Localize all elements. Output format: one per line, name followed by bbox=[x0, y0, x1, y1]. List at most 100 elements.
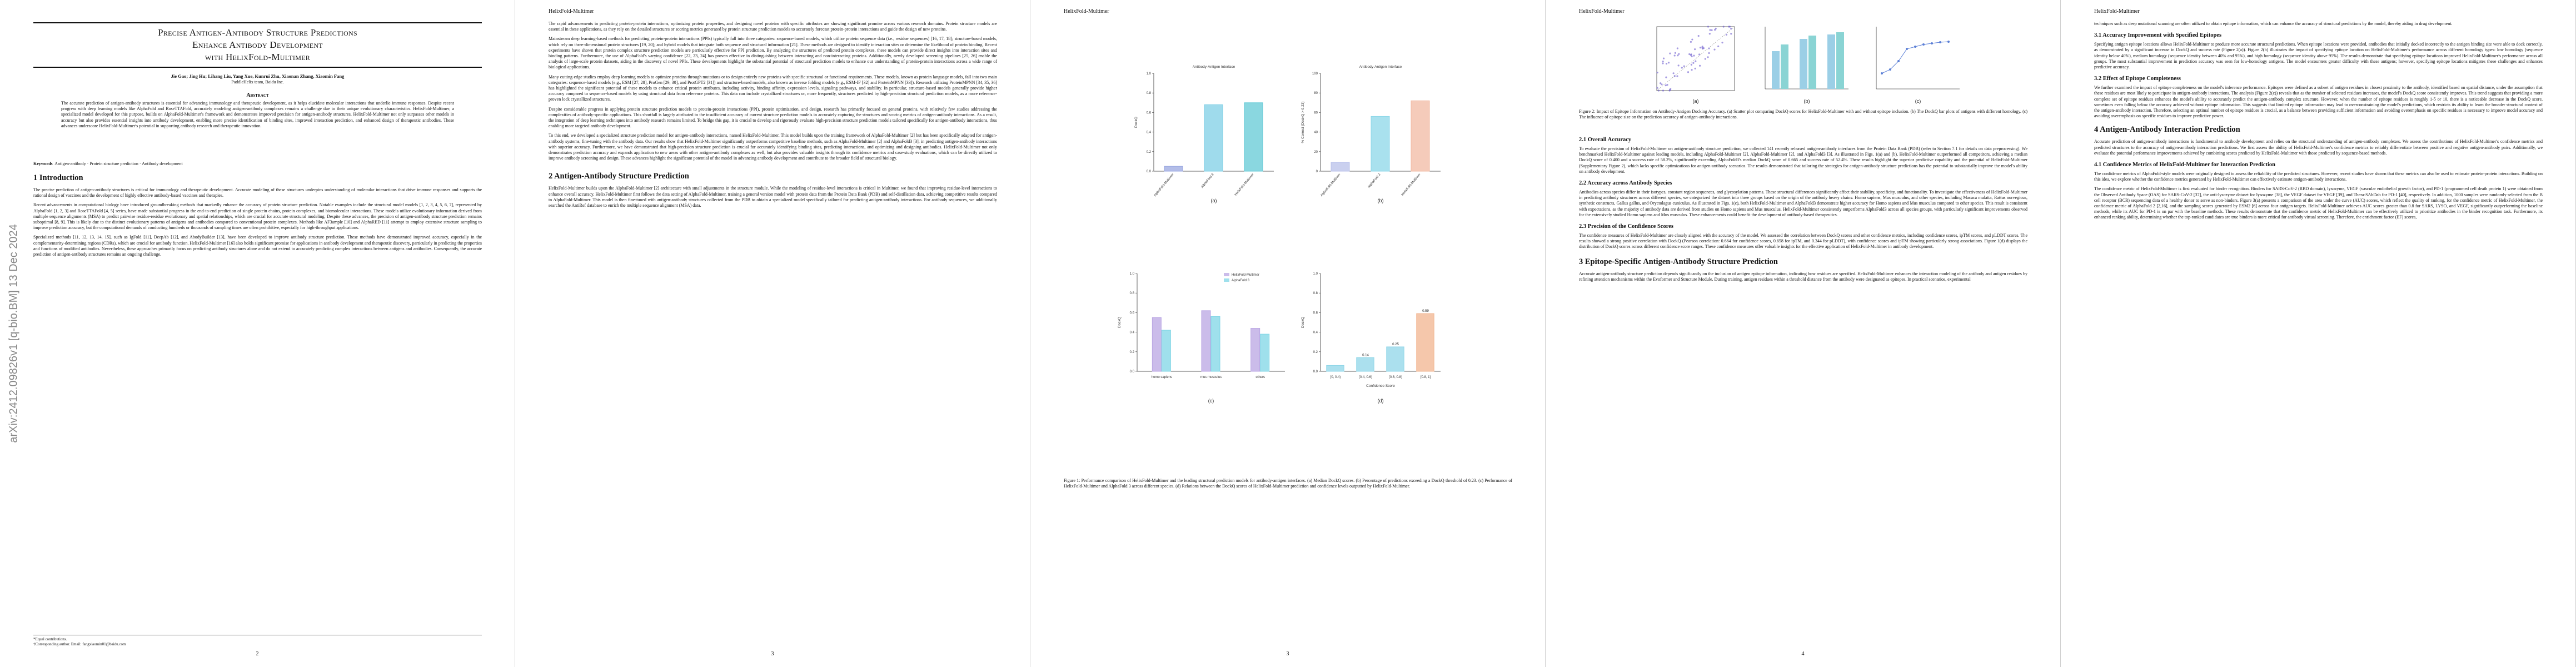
data-label: 0.25 bbox=[1392, 343, 1399, 346]
figure-2a-scatter: (a) bbox=[1656, 26, 1735, 104]
paragraph: Accurate antigen-antibody structure pred… bbox=[1579, 271, 2027, 282]
scatter-point bbox=[1730, 27, 1732, 30]
title-rule-bottom bbox=[33, 67, 482, 68]
bar bbox=[1260, 334, 1270, 372]
paragraph: The precise prediction of antigen-antibo… bbox=[33, 187, 482, 198]
scatter-point bbox=[1681, 67, 1683, 69]
subsection-heading: 3.2 Effect of Epitope Completeness bbox=[2094, 76, 2181, 82]
scatter-point bbox=[1701, 46, 1703, 48]
abstract: The accurate prediction of antigen-antib… bbox=[61, 101, 454, 128]
subsection-heading: 2.2 Accuracy across Antibody Species bbox=[1579, 180, 1672, 187]
y-tick-label: 1.0 bbox=[1313, 272, 1318, 276]
section-heading: 3 Epitope-Specific Antigen-Antibody Stru… bbox=[1579, 257, 1778, 266]
bar bbox=[1331, 162, 1350, 172]
y-tick-label: 0.6 bbox=[1130, 311, 1135, 315]
x-tick-label: [0, 0.4) bbox=[1331, 376, 1341, 379]
chart-panel-b: Antibody-Antigen Interface 0 20 40 60 80 100 % … bbox=[1301, 65, 1441, 203]
fig2b-bar bbox=[1836, 32, 1844, 89]
figure-1b: Antibody-Antigen Interface 0 20 40 60 80 100 % … bbox=[1297, 61, 1447, 206]
y-tick-label: 40 bbox=[1314, 131, 1318, 135]
y-tick-label: 0.0 bbox=[1130, 370, 1135, 374]
chart-panel-a: Antibody-Antigen Interface 0.0 0.2 0.4 0.6 0.… bbox=[1134, 65, 1274, 203]
affiliation: PaddleHelix team, Baidu Inc. bbox=[231, 79, 284, 84]
title-rule-top bbox=[33, 22, 482, 23]
bar bbox=[1201, 310, 1211, 372]
legend-entry: AlphaFold 3 bbox=[1232, 279, 1250, 282]
scatter-point bbox=[1667, 62, 1670, 64]
bar bbox=[1244, 102, 1263, 172]
scatter-point bbox=[1693, 54, 1695, 57]
y-tick-label: 0.0 bbox=[1313, 370, 1318, 374]
scatter-point bbox=[1661, 83, 1663, 86]
bar bbox=[1161, 330, 1171, 372]
figure-1-caption: Figure 1: Performance comparison of Heli… bbox=[1064, 478, 1512, 489]
fig2b-bar bbox=[1772, 51, 1780, 89]
scatter-point bbox=[1722, 26, 1725, 28]
scatter-point bbox=[1694, 67, 1696, 69]
y-tick-label: 20 bbox=[1314, 151, 1318, 154]
data-label: 0.59 bbox=[1422, 310, 1429, 313]
y-tick-label: 0.2 bbox=[1147, 151, 1152, 154]
fig2b-bar bbox=[1808, 36, 1816, 89]
scatter-point bbox=[1690, 41, 1692, 43]
bar bbox=[1204, 104, 1223, 172]
scatter-point bbox=[1695, 60, 1697, 62]
y-tick-label: 60 bbox=[1314, 111, 1318, 115]
scatter-point bbox=[1669, 52, 1671, 54]
paragraph: To this end, we developed a specialized … bbox=[549, 133, 997, 161]
paragraph: HelixFold-Multimer builds upon the Alpha… bbox=[549, 186, 997, 208]
scatter-point bbox=[1730, 33, 1732, 35]
scatter-point bbox=[1665, 62, 1668, 65]
section-heading: 4 Antigen-Antibody Interaction Predictio… bbox=[2094, 125, 2240, 135]
scatter-point bbox=[1713, 48, 1716, 51]
x-tick-label: AlphaFold-Multimer bbox=[1320, 173, 1341, 197]
running-head: HelixFold-Multimer bbox=[2094, 8, 2140, 14]
scatter-point bbox=[1698, 53, 1701, 56]
x-tick-label: AlphaFold 3 bbox=[1200, 173, 1215, 189]
paper-page-2: HelixFold-Multimer The rapid advancement… bbox=[515, 0, 1030, 667]
running-head: HelixFold-Multimer bbox=[1064, 8, 1109, 14]
keywords: Keywords Antigen-antibody · Protein stru… bbox=[33, 161, 183, 166]
scatter-point bbox=[1708, 47, 1710, 49]
page-number: 2 bbox=[256, 651, 259, 657]
subsection-heading: 3.1 Accuracy Improvement with Specified … bbox=[2094, 32, 2222, 39]
subsection-heading: 2.3 Precision of the Confidence Scores bbox=[1579, 223, 1673, 230]
x-tick-label: AlphaFold-Multimer bbox=[1153, 173, 1174, 197]
scatter-point bbox=[1656, 87, 1658, 89]
y-tick-label: 80 bbox=[1314, 92, 1318, 95]
paragraph: Specialized methods [11, 12, 13, 14, 15]… bbox=[33, 235, 482, 257]
paper-page-3: HelixFold-Multimer Antibody-Antigen Inte… bbox=[1030, 0, 1546, 667]
paragraph: We further examined the impact of epitop… bbox=[2094, 85, 2543, 119]
scatter-point bbox=[1728, 26, 1730, 28]
legend-swatch bbox=[1224, 273, 1229, 276]
scatter-point bbox=[1708, 52, 1710, 54]
scatter-point bbox=[1688, 53, 1691, 56]
scatter-point bbox=[1692, 62, 1695, 64]
y-axis-label: DockQ bbox=[1118, 317, 1122, 328]
chart-title: Antibody-Antigen Interface bbox=[1359, 65, 1402, 69]
scatter-point bbox=[1656, 71, 1658, 74]
paragraph: Many cutting-edge studies employ deep le… bbox=[549, 74, 997, 102]
scatter-point bbox=[1707, 56, 1709, 58]
bar bbox=[1164, 166, 1183, 172]
paragraph: Recent advancements in computational bio… bbox=[33, 202, 482, 231]
abstract-heading: Abstract bbox=[246, 92, 269, 98]
panel-label: (a) bbox=[1211, 198, 1217, 203]
panel-label: (c) bbox=[1208, 398, 1214, 404]
scatter-point bbox=[1665, 84, 1667, 87]
fig2-label-b: (b) bbox=[1804, 98, 1810, 104]
paragraph: The confidence metric of HelixFold-Multi… bbox=[2094, 186, 2543, 220]
scatter-point bbox=[1672, 72, 1675, 74]
panel-label: (b) bbox=[1378, 198, 1384, 203]
bar bbox=[1416, 313, 1434, 372]
y-tick-label: 0.4 bbox=[1130, 331, 1135, 335]
paragraph: Antibodies across species differ in thei… bbox=[1579, 190, 2027, 217]
y-tick-label: 0.6 bbox=[1147, 111, 1152, 115]
scatter-point bbox=[1699, 64, 1701, 67]
scatter-point bbox=[1662, 57, 1665, 59]
figure-2b: (b) bbox=[1754, 22, 1854, 106]
scatter-point bbox=[1711, 29, 1713, 31]
fig2b-bar bbox=[1827, 34, 1835, 89]
scatter-point bbox=[1657, 89, 1660, 92]
x-tick-label: HelixFold-Multimer bbox=[1234, 173, 1255, 196]
